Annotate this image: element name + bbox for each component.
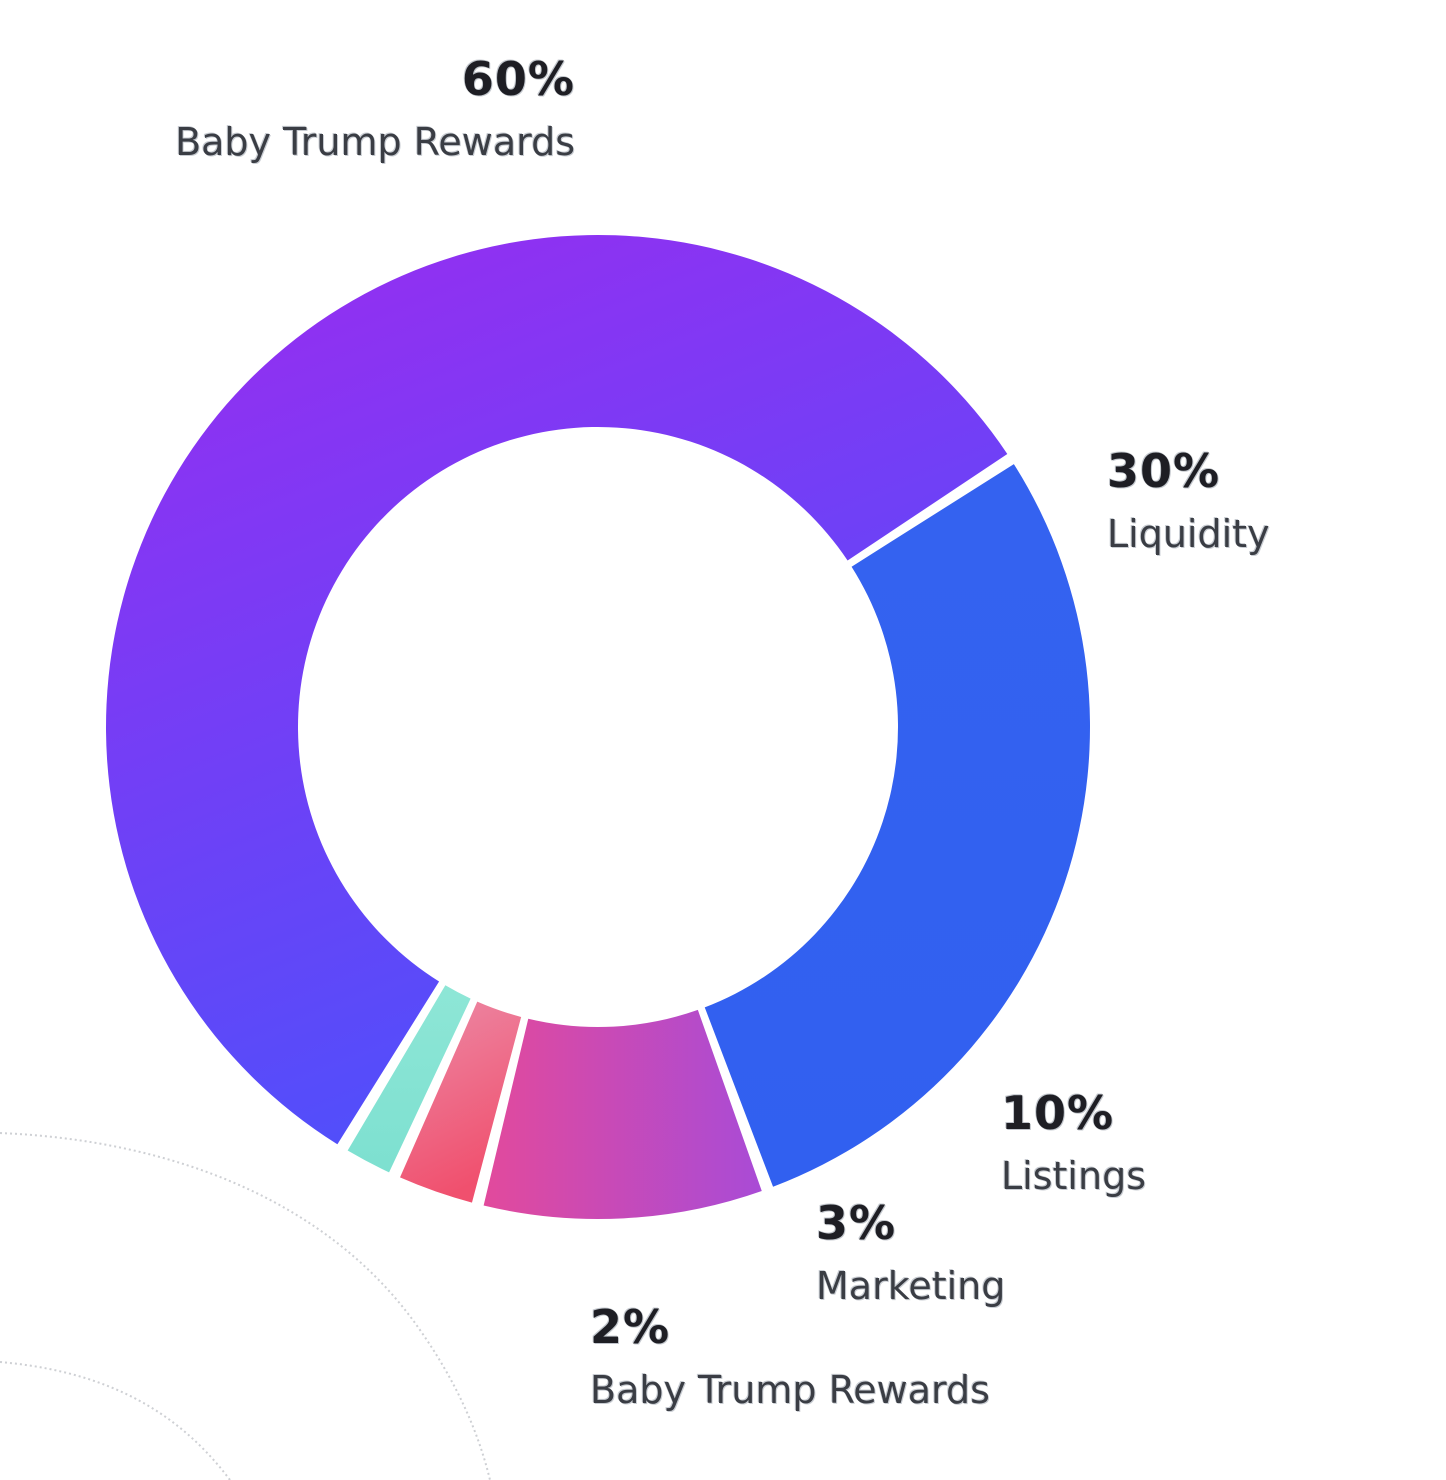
slice-rewards-60 — [105, 234, 1008, 1145]
label-marketing: 3% Marketing — [816, 1196, 1005, 1308]
label-liquidity-value: 30% — [1107, 444, 1221, 498]
label-rewards-2: 2% Baby Trump Rewards — [590, 1300, 990, 1412]
label-liquidity-name: Liquidity — [1107, 512, 1270, 556]
label-marketing-value: 3% — [816, 1196, 897, 1250]
slice-listings — [483, 1009, 762, 1219]
label-listings-value: 10% — [1001, 1086, 1115, 1140]
label-rewards-2-value: 2% — [590, 1300, 671, 1354]
decorative-curve-2 — [0, 1361, 231, 1480]
label-rewards-2-name: Baby Trump Rewards — [590, 1368, 990, 1412]
label-rewards-60-name: Baby Trump Rewards — [175, 120, 575, 164]
label-rewards-60-value: 60% — [461, 52, 575, 106]
slice-liquidity — [704, 464, 1090, 1187]
label-liquidity: 30% Liquidity — [1107, 444, 1270, 556]
slice-rewards-2 — [347, 985, 471, 1173]
slice-marketing — [400, 1001, 522, 1203]
label-listings: 10% Listings — [1001, 1086, 1146, 1198]
label-rewards-60: 60% Baby Trump Rewards — [110, 52, 575, 164]
label-listings-name: Listings — [1001, 1154, 1146, 1198]
decorative-curve-1 — [0, 1132, 491, 1480]
label-marketing-name: Marketing — [816, 1264, 1006, 1308]
